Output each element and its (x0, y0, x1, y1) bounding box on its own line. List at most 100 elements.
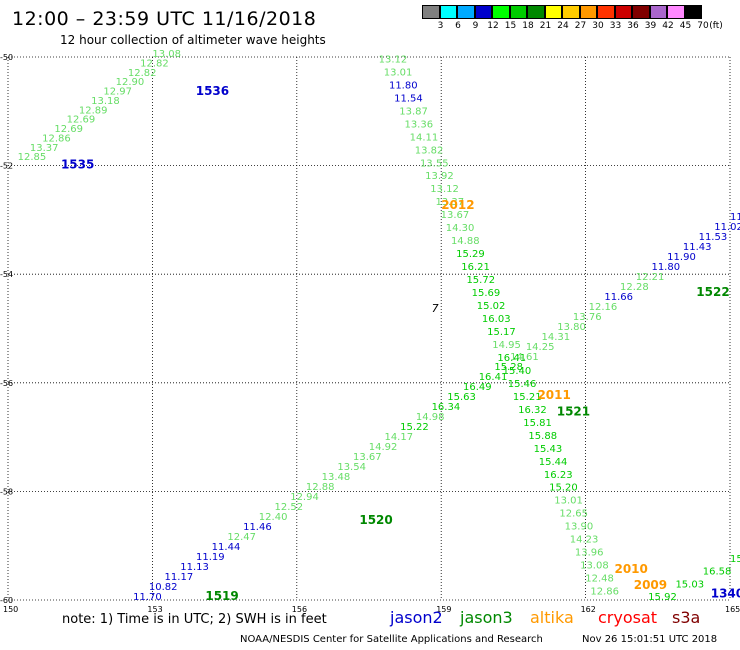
swh-value-label: 12.86 (42, 133, 71, 144)
swh-value-label: 11.46 (243, 522, 272, 533)
pass-time-label: 1536 (196, 84, 229, 98)
swh-value-label: 15.88 (528, 431, 557, 442)
color-scale-swatch (632, 5, 650, 19)
swh-value-label: 15.20 (549, 483, 578, 494)
x-tick-label: 150 (3, 605, 18, 614)
pass-time-label: 2012 (441, 198, 474, 212)
color-scale-label: 15 (504, 21, 517, 31)
swh-value-label: 11.43 (683, 242, 712, 253)
swh-value-label: 15.29 (456, 249, 485, 260)
swh-value-label: 14.30 (446, 223, 475, 234)
swh-value-label: 11.54 (394, 93, 423, 104)
swh-value-label: 16.21 (461, 262, 490, 273)
pass-time-label: 1519 (205, 589, 238, 603)
swh-value-label: 14.61 (510, 352, 539, 363)
color-scale-label: 3 (437, 21, 444, 31)
swh-value-label: 11.90 (667, 252, 696, 263)
swh-value-label: 12.47 (227, 532, 256, 543)
color-scale-swatch (527, 5, 545, 19)
swh-value-label: 11.90 (730, 212, 740, 223)
swh-value-label: 11.66 (604, 292, 633, 303)
swh-value-label: 11.80 (389, 80, 418, 91)
generated-timestamp: Nov 26 15:01:51 UTC 2018 (582, 634, 718, 645)
swh-value-label: 14.17 (384, 432, 413, 443)
swh-value-label: 15.17 (487, 327, 516, 338)
swh-value-label: 15.21 (513, 392, 542, 403)
swh-value-label: 13.90 (565, 522, 594, 533)
color-scale-label: 39 (644, 21, 657, 31)
x-tick-label: 165 (725, 605, 740, 614)
swh-value-label: 15.92 (648, 592, 677, 603)
swh-value-label: 15.40 (503, 366, 532, 377)
swh-value-label: 12.16 (589, 302, 618, 313)
swh-value-label: 12.48 (585, 574, 614, 585)
color-scale-label: 18 (522, 21, 534, 31)
swh-value-label: 13.76 (573, 312, 602, 323)
swh-value-label: 12.69 (67, 115, 96, 126)
y-tick-label: -60 (0, 596, 13, 605)
swh-value-label: 12.28 (620, 282, 649, 293)
swh-value-label: 15.46 (508, 379, 537, 390)
swh-value-label: 15.02 (477, 301, 506, 312)
swh-value-label: 11.19 (196, 552, 225, 563)
swh-value-label: 15.81 (523, 418, 552, 429)
swh-value-label: 15.44 (539, 457, 568, 468)
swh-value-label: 12.21 (636, 272, 665, 283)
swh-value-label: 15.28 (494, 362, 523, 373)
x-tick-label: 162 (581, 605, 596, 614)
color-scale-swatch (684, 5, 702, 19)
color-scale-swatch (439, 5, 457, 19)
swh-value-label: 15.2 (730, 554, 740, 565)
swh-value-label: 15.43 (534, 444, 563, 455)
color-scale-swatch (492, 5, 510, 19)
legend-s3a: s3a (672, 608, 701, 627)
swh-value-label: 13.48 (322, 472, 351, 483)
swh-value-label: 13.37 (435, 197, 464, 208)
track-marker: 7 (432, 302, 439, 315)
color-scale-unit: (ft) (709, 21, 723, 31)
swh-value-label: 11.70 (133, 592, 162, 603)
legend-jason2: jason2 (390, 608, 443, 627)
swh-value-label: 12.85 (18, 152, 47, 163)
swh-value-label: 12.52 (275, 502, 304, 513)
swh-value-label: 15.03 (675, 579, 704, 590)
swh-value-label: 14.92 (369, 442, 398, 453)
x-tick-label: 153 (147, 605, 162, 614)
swh-value-label: 16.41 (479, 372, 508, 383)
swh-value-label: 11.17 (165, 572, 194, 583)
swh-value-label: 13.36 (404, 119, 433, 130)
color-scale-label: 30 (592, 21, 604, 31)
pass-time-label: 1535 (61, 157, 94, 171)
swh-value-label: 15.63 (447, 392, 476, 403)
legend-jason3: jason3 (460, 608, 513, 627)
color-scale-label: 27 (574, 21, 587, 31)
swh-value-label: 16.32 (518, 405, 547, 416)
pass-time-label: 2009 (634, 578, 667, 592)
swh-value-label: 16.58 (703, 567, 732, 578)
swh-value-label: 12.65 (559, 509, 588, 520)
swh-value-label: 14.98 (416, 412, 445, 423)
color-scale-swatch (649, 5, 667, 19)
color-scale-swatch (544, 5, 562, 19)
swh-value-label: 11.44 (212, 542, 241, 553)
y-tick-label: -56 (0, 379, 13, 388)
swh-value-label: 13.01 (384, 67, 413, 78)
color-scale-label: 21 (539, 21, 552, 31)
swh-value-label: 16.41 (497, 353, 526, 364)
pass-time-label: 1520 (359, 513, 392, 527)
chart-subtitle: 12 hour collection of altimeter wave hei… (60, 33, 326, 47)
footer-note: note: 1) Time is in UTC; 2) SWH is in fe… (62, 612, 327, 627)
color-scale-swatch (422, 5, 440, 19)
swh-value-label: 13.96 (575, 548, 604, 559)
pass-time-label: 2011 (537, 388, 570, 402)
chart-title: 12:00 – 23:59 UTC 11/16/2018 (12, 8, 317, 30)
color-scale-swatch (614, 5, 632, 19)
swh-value-label: 12.88 (306, 482, 335, 493)
swh-value-label: 15.22 (400, 422, 429, 433)
swh-value-label: 13.80 (557, 322, 586, 333)
color-scale-label: 45 (679, 21, 692, 31)
swh-value-label: 13.18 (91, 96, 120, 107)
swh-value-label: 13.55 (420, 158, 449, 169)
credit-text: NOAA/NESDIS Center for Satellite Applica… (240, 634, 543, 645)
